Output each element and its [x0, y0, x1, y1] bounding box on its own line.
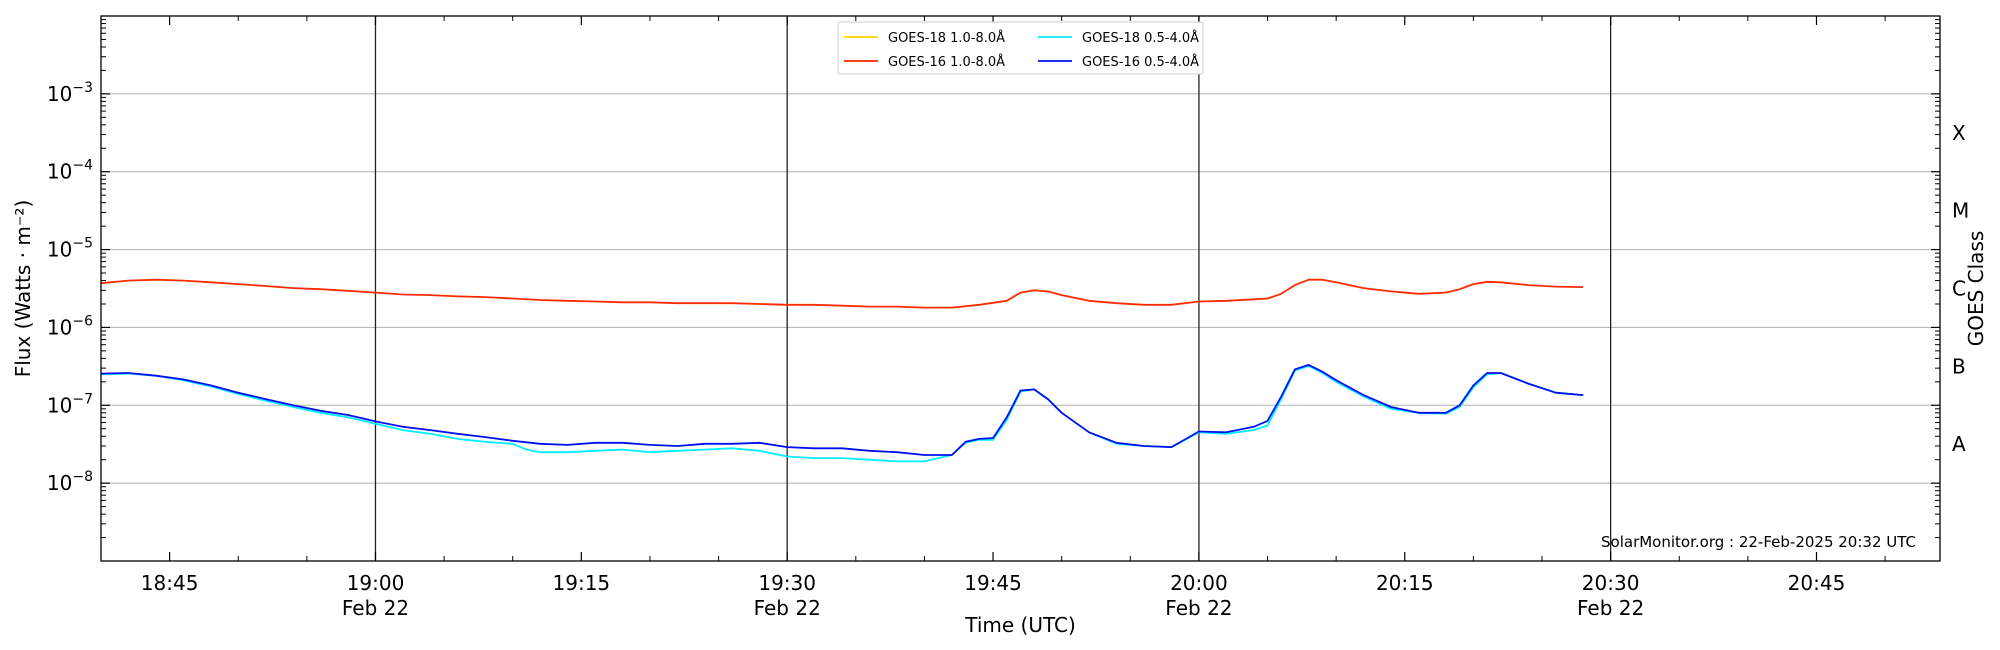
goes-class-labels: X M C B A [1952, 121, 1969, 456]
y-tick-base: 10 [47, 471, 72, 495]
y-tick-label: 10−4 [47, 158, 93, 184]
y-tick-exponent: −8 [72, 469, 93, 485]
legend-label: GOES-18 1.0-8.0Å [888, 30, 1005, 46]
y-tick-label: 10−6 [47, 313, 93, 339]
x-tick-label: 20:30 [1582, 571, 1640, 595]
y-tick-exponent: −3 [72, 80, 93, 96]
y-axis-ticks: 10−310−410−510−610−710−8 [47, 19, 1940, 539]
x-tick-label: 18:45 [141, 571, 199, 595]
y-tick-base: 10 [47, 393, 72, 417]
time-marker-lines [374, 16, 1612, 561]
y-tick-exponent: −6 [72, 313, 93, 329]
legend-label: GOES-18 0.5-4.0Å [1082, 30, 1199, 46]
x-tick-label: 19:15 [553, 571, 611, 595]
y-tick-label: 10−3 [47, 80, 93, 106]
y-tick-exponent: −7 [72, 391, 93, 407]
series-line-goes-18-0.5-4.0 [100, 365, 1584, 463]
y-tick-label: 10−5 [47, 236, 93, 262]
legend: GOES-18 1.0-8.0Å GOES-16 1.0-8.0Å GOES-18 … [837, 21, 1204, 75]
series-line-goes-16-0.5-4.0 [100, 363, 1584, 456]
y-tick-base: 10 [47, 160, 72, 184]
series-line-goes-16-1.0-8.0 [100, 278, 1584, 309]
horizontal-grid [101, 93, 1940, 484]
x-tick-date-label: Feb 22 [1577, 596, 1644, 620]
goes-class-a-label: A [1952, 432, 1966, 456]
x-axis-label: Time (UTC) [964, 613, 1076, 637]
x-tick-date-label: Feb 22 [754, 596, 821, 620]
y-tick-base: 10 [47, 238, 72, 262]
goes-class-axis-label: GOES Class [1964, 231, 1988, 347]
legend-box [837, 21, 1204, 75]
x-tick-label: 20:00 [1170, 571, 1228, 595]
plot-frame [100, 15, 1941, 562]
x-tick-label: 19:00 [347, 571, 405, 595]
y-tick-base: 10 [47, 315, 72, 339]
y-axis-label: Flux (Watts · m⁻²) [11, 200, 35, 378]
y-tick-label: 10−8 [47, 469, 93, 495]
goes-class-x-label: X [1952, 121, 1966, 145]
goes-class-c-label: C [1952, 277, 1966, 301]
flux-series [100, 278, 1584, 463]
goes-class-m-label: M [1952, 199, 1969, 223]
credit-text: SolarMonitor.org : 22-Feb-2025 20:32 UTC [1601, 533, 1916, 551]
x-tick-date-label: Feb 22 [1165, 596, 1232, 620]
y-tick-label: 10−7 [47, 391, 93, 417]
x-tick-label: 20:45 [1788, 571, 1846, 595]
legend-label: GOES-16 0.5-4.0Å [1082, 54, 1199, 70]
goes-class-b-label: B [1952, 354, 1966, 378]
y-tick-base: 10 [47, 82, 72, 106]
x-tick-date-label: Feb 22 [342, 596, 409, 620]
x-tick-label: 19:30 [758, 571, 816, 595]
y-tick-exponent: −5 [72, 236, 93, 252]
x-tick-label: 19:45 [964, 571, 1022, 595]
y-tick-exponent: −4 [72, 158, 93, 174]
x-tick-label: 20:15 [1376, 571, 1434, 595]
legend-label: GOES-16 1.0-8.0Å [888, 54, 1005, 70]
